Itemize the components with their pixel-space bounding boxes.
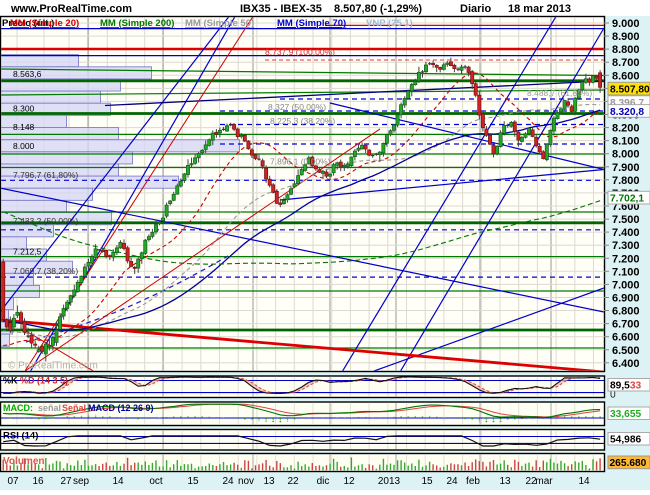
svg-text:MACD (12 26 9): MACD (12 26 9)	[88, 403, 154, 413]
svg-text:24: 24	[222, 476, 234, 487]
svg-text:VNP (25 1): VNP (25 1)	[366, 18, 413, 29]
svg-text:13: 13	[499, 476, 511, 487]
svg-text:8.600: 8.600	[612, 70, 640, 82]
svg-text:U: U	[610, 391, 616, 400]
svg-text:13: 13	[263, 476, 275, 487]
svg-text:© ProRealTime.com: © ProRealTime.com	[8, 361, 98, 372]
svg-text:33,655: 33,655	[610, 409, 641, 420]
svg-text:265.680: 265.680	[610, 458, 647, 469]
svg-text:www.ProRealTime.com: www.ProRealTime.com	[10, 3, 132, 15]
svg-text:7.500: 7.500	[612, 214, 640, 226]
svg-text:8.225,3 (38,20%): 8.225,3 (38,20%)	[270, 116, 335, 126]
svg-text:8.563,6: 8.563,6	[13, 69, 42, 79]
svg-text:54,986: 54,986	[610, 435, 641, 446]
svg-text:7.000: 7.000	[612, 279, 640, 291]
svg-text:8.737,9 (100,00%): 8.737,9 (100,00%)	[265, 47, 335, 57]
svg-text:89,533: 89,533	[610, 381, 641, 392]
svg-text:8.507,80 (-1,29%): 8.507,80 (-1,29%)	[334, 3, 422, 15]
svg-text:MACD:: MACD:	[3, 403, 33, 413]
svg-text:7.200: 7.200	[612, 253, 640, 265]
svg-text:8.507,80: 8.507,80	[610, 85, 650, 96]
svg-text:22: 22	[525, 476, 537, 487]
svg-text:sep: sep	[73, 476, 90, 487]
svg-text:7.702,1: 7.702,1	[610, 194, 644, 205]
svg-text:MM (Simple 200): MM (Simple 200)	[100, 18, 174, 29]
svg-text:8.327 (50,00%): 8.327 (50,00%)	[268, 102, 326, 112]
svg-text:7.400: 7.400	[612, 227, 640, 239]
svg-text:8.200: 8.200	[612, 123, 640, 135]
svg-text:6.400: 6.400	[612, 358, 640, 370]
svg-text:mar: mar	[535, 476, 553, 487]
svg-text:%D (14 3 5): %D (14 3 5)	[20, 376, 68, 386]
svg-text:Diario: Diario	[460, 3, 491, 15]
svg-text:6.900: 6.900	[612, 293, 640, 305]
svg-text:7.896,1 (0,00%): 7.896,1 (0,00%)	[270, 157, 331, 167]
svg-text:feb: feb	[466, 476, 480, 487]
svg-text:MM (Simple 70): MM (Simple 70)	[277, 18, 346, 29]
svg-text:8.320,8: 8.320,8	[610, 107, 644, 118]
svg-text:7.300: 7.300	[612, 240, 640, 252]
svg-text:07: 07	[7, 476, 19, 487]
svg-text:8.100: 8.100	[612, 136, 640, 148]
svg-text:6.500: 6.500	[612, 345, 640, 357]
svg-text:15: 15	[187, 476, 199, 487]
svg-text:RSI (14): RSI (14)	[3, 431, 38, 442]
svg-text:7.433,2 (50,00%): 7.433,2 (50,00%)	[13, 216, 78, 226]
svg-text:%K: %K	[3, 376, 18, 386]
svg-text:8.148: 8.148	[13, 122, 35, 132]
svg-text:7.900: 7.900	[612, 162, 640, 174]
svg-text:8.300: 8.300	[13, 104, 35, 114]
svg-text:MM (Simple 50): MM (Simple 50)	[185, 18, 254, 29]
svg-text:oct: oct	[149, 476, 163, 487]
svg-text:7.212,5: 7.212,5	[13, 247, 42, 257]
svg-text:señal: señal	[38, 403, 61, 413]
svg-text:8.488,7 (61,80%): 8.488,7 (61,80%)	[527, 88, 592, 98]
svg-text:18 mar 2013: 18 mar 2013	[508, 3, 571, 15]
svg-text:16: 16	[32, 476, 44, 487]
svg-text:27: 27	[60, 476, 72, 487]
svg-text:7.100: 7.100	[612, 266, 640, 278]
svg-text:2013: 2013	[378, 476, 401, 487]
svg-text:8.396,7: 8.396,7	[610, 98, 644, 109]
svg-text:7.800: 7.800	[612, 175, 640, 187]
svg-text:dic: dic	[317, 476, 330, 487]
svg-text:8.700: 8.700	[612, 57, 640, 69]
svg-text:7.796,7 (61,80%): 7.796,7 (61,80%)	[13, 170, 78, 180]
svg-text:14: 14	[112, 476, 124, 487]
svg-text:6.600: 6.600	[612, 332, 640, 344]
svg-text:24: 24	[446, 476, 458, 487]
svg-text:8.000: 8.000	[612, 149, 640, 161]
svg-text:7.069,7 (38,20%): 7.069,7 (38,20%)	[13, 266, 78, 276]
svg-text:MM (Simple 20): MM (Simple 20)	[10, 18, 79, 29]
svg-text:Señal: Señal	[62, 403, 86, 413]
svg-text:6.700: 6.700	[612, 319, 640, 331]
svg-text:8.900: 8.900	[612, 31, 640, 43]
svg-text:15: 15	[421, 476, 433, 487]
svg-text:Volumen: Volumen	[3, 456, 44, 467]
svg-text:9.000: 9.000	[612, 18, 640, 30]
svg-text:Precio (últ.): Precio (últ.)	[2, 18, 54, 29]
svg-text:6.800: 6.800	[612, 306, 640, 318]
svg-text:8.000: 8.000	[13, 141, 35, 151]
svg-text:8.800: 8.800	[612, 44, 640, 56]
svg-text:22: 22	[287, 476, 299, 487]
svg-text:IBX35 - IBEX-35: IBX35 - IBEX-35	[240, 3, 322, 15]
svg-text:12: 12	[343, 476, 355, 487]
svg-text:14: 14	[578, 476, 590, 487]
svg-text:nov: nov	[238, 476, 254, 487]
